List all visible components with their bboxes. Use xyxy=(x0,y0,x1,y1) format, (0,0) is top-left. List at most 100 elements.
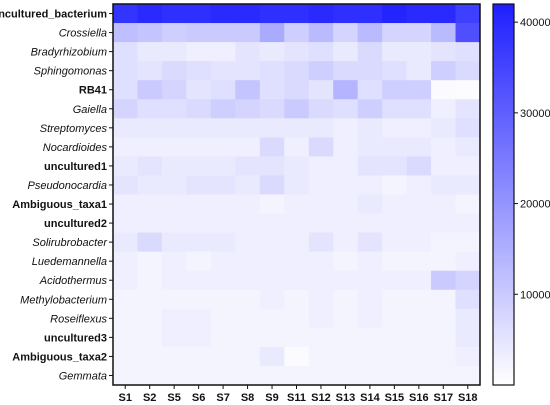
heatmap-cell xyxy=(431,251,457,272)
colorbar xyxy=(492,3,515,386)
heatmap-cell xyxy=(333,251,359,272)
heatmap-cell xyxy=(235,232,261,253)
heatmap-cell xyxy=(333,99,359,119)
heatmap-cell xyxy=(137,213,163,234)
heatmap-cell xyxy=(455,365,481,386)
heatmap-cell xyxy=(210,308,236,329)
heatmap-cell xyxy=(333,289,359,310)
heatmap-cell xyxy=(235,118,261,138)
heatmap-cell xyxy=(308,213,334,234)
heatmap-cell xyxy=(259,346,285,367)
row-label: uncultured3 xyxy=(44,332,107,344)
column-label: S17 xyxy=(434,392,454,404)
row-labels: uncultured_bacterium Crossiella Bradyrhizo… xyxy=(0,9,113,382)
heatmap-cell xyxy=(431,194,457,215)
heatmap-cell xyxy=(113,4,138,24)
heatmap-cell xyxy=(357,365,383,386)
heatmap-cell xyxy=(308,80,334,100)
heatmap-cell xyxy=(333,365,359,386)
heatmap-cell xyxy=(382,327,408,348)
column-label: S12 xyxy=(311,392,331,404)
heatmap-cell xyxy=(431,99,457,119)
heatmap-cell xyxy=(406,42,432,62)
heatmap-cell xyxy=(210,23,236,43)
heatmap-cell xyxy=(455,175,481,195)
heatmap-cell xyxy=(284,23,310,43)
heatmap-cell xyxy=(186,327,212,348)
heatmap-cell xyxy=(235,365,261,386)
heatmap-cell xyxy=(308,61,334,81)
heatmap-cell xyxy=(186,4,212,24)
heatmap-cell xyxy=(455,61,481,81)
heatmap-cell xyxy=(210,61,236,81)
heatmap-cell xyxy=(308,327,334,348)
heatmap-cell xyxy=(455,80,481,100)
heatmap-cell xyxy=(259,175,285,195)
heatmap-cell xyxy=(113,137,138,157)
heatmap-cell xyxy=(455,232,481,253)
heatmap-cell xyxy=(259,251,285,272)
heatmap-cell xyxy=(137,194,163,215)
column-label: S15 xyxy=(385,392,405,404)
heatmap-cell xyxy=(284,232,310,253)
heatmap-cell xyxy=(357,156,383,176)
heatmap-cell xyxy=(113,156,138,176)
heatmap-cell xyxy=(235,213,261,234)
heatmap-cell xyxy=(137,61,163,81)
heatmap-cell xyxy=(431,308,457,329)
heatmap-cell xyxy=(333,156,359,176)
row-label: Streptomyces xyxy=(40,123,108,135)
heatmap-cell xyxy=(235,175,261,195)
heatmap-cell xyxy=(455,346,481,367)
heatmap-cell xyxy=(406,213,432,234)
heatmap-cell xyxy=(161,251,187,272)
heatmap-cell xyxy=(186,289,212,310)
heatmap-cell xyxy=(210,289,236,310)
heatmap-cell xyxy=(137,156,163,176)
heatmap-cell xyxy=(235,346,261,367)
heatmap-cell xyxy=(382,213,408,234)
heatmap-cell xyxy=(284,346,310,367)
heatmap-cell xyxy=(357,289,383,310)
colorbar-tick-label: 30000 xyxy=(520,108,550,120)
heatmap-cell xyxy=(308,175,334,195)
heatmap-cell xyxy=(284,99,310,119)
heatmap-cell xyxy=(161,99,187,119)
heatmap-cell xyxy=(357,99,383,119)
row-label: Gaiella xyxy=(73,104,107,116)
heatmap-cell xyxy=(357,61,383,81)
heatmap-cell xyxy=(308,365,334,386)
heatmap-cell xyxy=(455,99,481,119)
heatmap-cell xyxy=(186,213,212,234)
row-label: uncultured1 xyxy=(44,161,107,173)
heatmap-cell xyxy=(431,289,457,310)
heatmap-cell xyxy=(357,42,383,62)
heatmap-cell xyxy=(210,156,236,176)
heatmap-cell xyxy=(357,118,383,138)
heatmap-cell xyxy=(308,346,334,367)
heatmap-cell xyxy=(259,232,285,253)
heatmap-cell xyxy=(259,99,285,119)
row-label: Methylobacterium xyxy=(20,294,107,306)
heatmap-cell xyxy=(235,289,261,310)
column-label: S8 xyxy=(241,392,254,404)
heatmap-cell xyxy=(113,42,138,62)
heatmap-cell xyxy=(113,23,138,43)
heatmap-cell xyxy=(161,156,187,176)
heatmap-cell xyxy=(455,4,481,24)
heatmap-cell xyxy=(259,289,285,310)
heatmap-cell xyxy=(455,289,481,310)
heatmap-cell xyxy=(210,327,236,348)
heatmap-cell xyxy=(382,365,408,386)
heatmap-cell xyxy=(333,270,359,291)
heatmap-cell xyxy=(235,270,261,291)
colorbar-tick-label: 10000 xyxy=(520,289,550,301)
heatmap-cell xyxy=(357,4,383,24)
heatmap-cell xyxy=(431,61,457,81)
heatmap-cell xyxy=(333,42,359,62)
heatmap-cell xyxy=(382,308,408,329)
heatmap-cell xyxy=(161,118,187,138)
heatmap-cell xyxy=(382,194,408,215)
heatmap-cell xyxy=(406,327,432,348)
heatmap-cell xyxy=(161,23,187,43)
